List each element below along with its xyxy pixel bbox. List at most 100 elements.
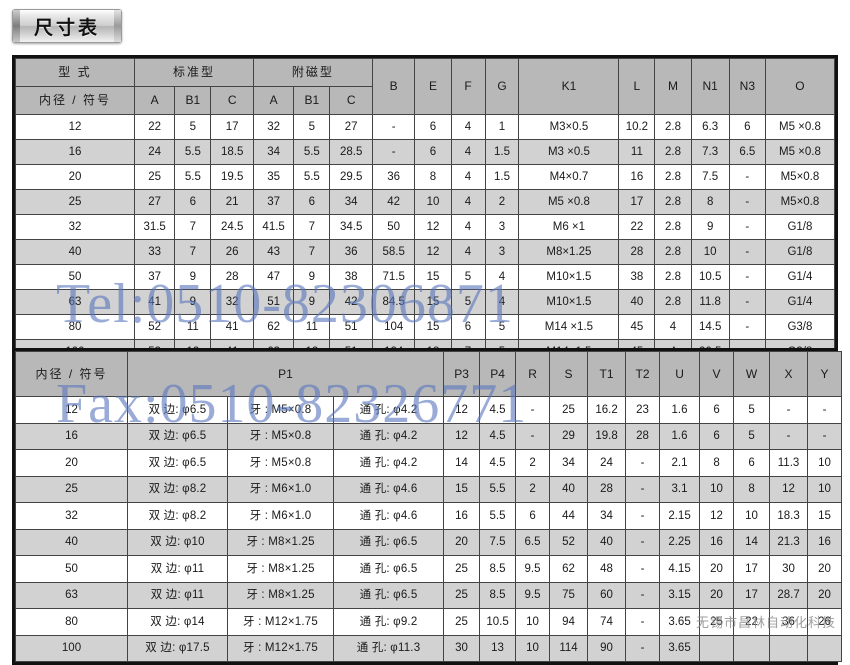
table-cell: 22 [618, 214, 656, 240]
table-cell: 通 孔: φ6.5 [332, 555, 445, 583]
table-cell: 通 孔: φ4.6 [332, 502, 445, 530]
table-cell: 5.5 [174, 139, 212, 165]
table-cell: 双 边: φ6.5 [127, 449, 228, 477]
header-col-S: S [549, 351, 589, 397]
table-cell: 5 [450, 289, 486, 315]
table-cell: 8 [733, 475, 771, 503]
table-cell: - [807, 422, 843, 450]
table-cell: 4 [450, 214, 486, 240]
header-type-label: 型 式 [15, 58, 135, 87]
table-row: 20 25 5.5 19.5 35 5.5 29.5 36 8 4 1.5 M4×0.7 16 2.8 7.… [15, 164, 836, 190]
table-cell: 10.2 [618, 114, 656, 140]
table-cell: 40 [587, 528, 627, 556]
table-row: 32 31.5 7 24.5 41.5 7 34.5 50 12 4 3 M6 ×1 22 2.8 9- G1… [15, 214, 836, 240]
table-cell: 20 [807, 555, 843, 583]
table-cell: - [807, 396, 843, 424]
table-cell: - [728, 214, 766, 240]
table-cell: 5 [174, 114, 212, 140]
table-cell: 6 [414, 114, 452, 140]
table-cell: 11 [293, 314, 331, 340]
table-cell: 28 [210, 264, 254, 290]
table-cell: 12 [443, 422, 481, 450]
table-cell: 10 [690, 239, 730, 265]
table-cell: 31.5 [133, 214, 176, 240]
dimensions-table-container: 型 式 标准型 附磁型 B E F G K1 L M N1 N3 O 内径 / … [12, 55, 838, 368]
table-cell: 4.5 [479, 422, 517, 450]
table-cell [699, 634, 735, 662]
table-cell: 7.5 [690, 164, 730, 190]
table-cell: M5 ×0.8 [518, 189, 620, 215]
table-cell: 11.8 [690, 289, 730, 315]
table-cell: - [625, 581, 661, 609]
table-cell: - [625, 634, 661, 662]
header-col-P4: P4 [479, 351, 517, 397]
cell-bore-size: 40 [15, 528, 128, 556]
cell-bore-size: 20 [15, 449, 128, 477]
header-mag-B1: B1 [293, 86, 331, 115]
table-cell: 34 [587, 502, 627, 530]
table-cell: 双 边: φ17.5 [127, 634, 228, 662]
table-cell: - [728, 164, 766, 190]
table-cell: M3 ×0.5 [518, 139, 620, 165]
table-cell: 15 [807, 502, 843, 530]
header-group-standard: 标准型 [133, 58, 254, 87]
table-cell: M5 ×0.8 [764, 114, 836, 140]
cell-bore-size: 32 [15, 214, 135, 240]
table-row: 25 27 6 21 37 6 34 42 10 4 2 M5 ×0.8 17 2.8 8- M5×0.8 [15, 189, 836, 215]
table-row: 40 双 边: φ10 牙 : M8×1.25 通 孔: φ6.5 20 7.5 6.5 52… [15, 528, 843, 556]
table-cell: M5×0.8 [764, 164, 836, 190]
table-cell: 12 [414, 214, 452, 240]
table-cell: M4×0.7 [518, 164, 620, 190]
table-cell: 27 [329, 114, 373, 140]
header-ports-bore-symbol: 内径 / 符号 [15, 351, 128, 397]
ports-table-head: 内径 / 符号 P1 P3 P4 R S T1 T2 U V W X Y [15, 351, 843, 397]
table-cell: 34.5 [329, 214, 373, 240]
header-mag-C: C [329, 86, 373, 115]
table-cell: 6.5 [515, 528, 551, 556]
table-cell: - [625, 608, 661, 636]
table-cell: 7.3 [690, 139, 730, 165]
table-cell: 43 [252, 239, 295, 265]
table-cell: 12 [699, 502, 735, 530]
table-cell: 8 [414, 164, 452, 190]
table-row: 12 22 5 17 32 5 27-6 4 1 M3×0.5 10.2 2.8 6.3 6 M5 ×0.8 [15, 114, 836, 140]
table-cell: M5×0.8 [764, 189, 836, 215]
table-cell: 38 [618, 264, 656, 290]
ports-header-row: 内径 / 符号 P1 P3 P4 R S T1 T2 U V W X Y [15, 351, 843, 397]
table-cell: 25 [699, 608, 735, 636]
table-cell: 42 [371, 189, 416, 215]
table-cell: 9.5 [515, 581, 551, 609]
table-cell: 28 [587, 475, 627, 503]
dimensions-header-row-groups: 型 式 标准型 附磁型 B E F G K1 L M N1 N3 O [15, 58, 836, 115]
table-cell: 2.8 [654, 114, 692, 140]
table-cell: 23 [625, 396, 661, 424]
cell-bore-size: 12 [15, 396, 128, 424]
table-cell: M5 ×0.8 [764, 139, 836, 165]
table-cell: 8.5 [479, 581, 517, 609]
table-cell: 牙 : M6×1.0 [227, 502, 334, 530]
table-cell: 41.5 [252, 214, 295, 240]
table-cell: 2.8 [654, 189, 692, 215]
table-cell: 52 [133, 314, 176, 340]
table-cell: 3 [484, 239, 520, 265]
header-col-T1: T1 [587, 351, 627, 397]
table-cell: 11.3 [769, 449, 809, 477]
table-cell: 16 [618, 164, 656, 190]
header-col-W: W [733, 351, 771, 397]
cell-bore-size: 63 [15, 581, 128, 609]
header-col-Y: Y [807, 351, 843, 397]
table-cell: 20 [443, 528, 481, 556]
table-row: 50 双 边: φ11 牙 : M8×1.25 通 孔: φ6.5 25 8.5 9.5 62… [15, 555, 843, 583]
table-cell: 4 [450, 114, 486, 140]
table-cell: 2.8 [654, 289, 692, 315]
table-cell: 牙 : M12×1.75 [227, 608, 334, 636]
table-cell: 通 孔: φ6.5 [332, 581, 445, 609]
header-col-R: R [515, 351, 551, 397]
table-cell: 9 [174, 264, 212, 290]
table-cell: 15 [414, 264, 452, 290]
table-cell: 34 [329, 189, 373, 215]
table-cell: 3 [484, 214, 520, 240]
table-cell: 4.5 [479, 396, 517, 424]
table-cell: 15 [414, 289, 452, 315]
table-cell: G3/8 [764, 314, 836, 340]
